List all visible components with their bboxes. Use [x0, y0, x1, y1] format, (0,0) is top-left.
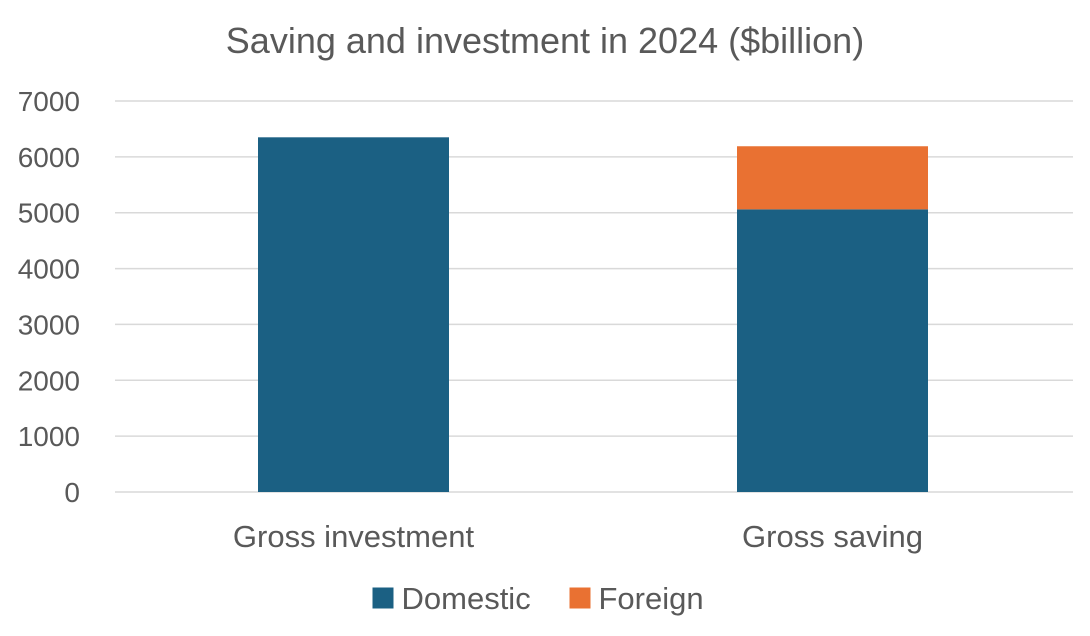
y-tick-label: 6000 — [18, 142, 80, 173]
y-axis-tick-labels: 0 1000 2000 3000 4000 5000 6000 7000 — [18, 86, 80, 508]
y-tick-label: 0 — [64, 477, 80, 508]
y-tick-label: 7000 — [18, 86, 80, 117]
x-axis-category-labels: Gross investment Gross saving — [233, 519, 923, 554]
x-category-label: Gross saving — [742, 519, 923, 554]
y-tick-label: 2000 — [18, 365, 80, 396]
y-tick-label: 5000 — [18, 198, 80, 229]
bar-domestic-gross-saving — [737, 209, 928, 492]
legend-label-foreign: Foreign — [599, 581, 704, 616]
y-tick-label: 1000 — [18, 421, 80, 452]
legend-label-domestic: Domestic — [402, 581, 531, 616]
legend: Domestic Foreign — [372, 581, 704, 616]
legend-swatch-foreign — [569, 587, 591, 609]
bars — [258, 137, 928, 493]
bar-domestic-gross-investment — [258, 137, 449, 493]
chart-title: Saving and investment in 2024 ($billion) — [226, 20, 864, 61]
x-category-label: Gross investment — [233, 519, 475, 554]
y-tick-label: 4000 — [18, 254, 80, 285]
legend-swatch-domestic — [372, 587, 394, 609]
bar-foreign-gross-saving — [737, 146, 928, 210]
y-tick-label: 3000 — [18, 309, 80, 340]
